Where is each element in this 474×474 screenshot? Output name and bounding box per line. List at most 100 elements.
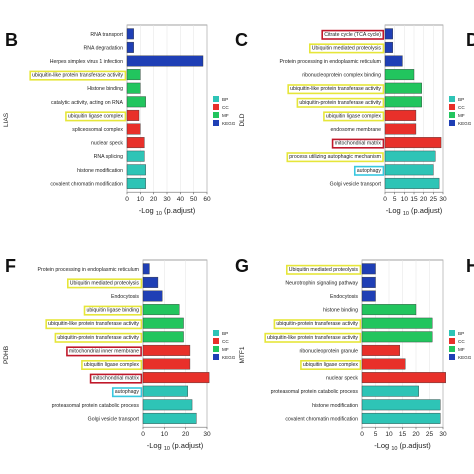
bar bbox=[142, 276, 159, 288]
x-tick-label: 25 bbox=[426, 431, 434, 438]
bar bbox=[126, 123, 141, 135]
legend-label: BP bbox=[458, 97, 464, 102]
category-label: ubiquitin-protein transferase activity bbox=[299, 100, 381, 106]
x-tick-label: 30 bbox=[439, 431, 447, 438]
bar bbox=[126, 164, 146, 176]
category-label: ubiquitin ligase binding bbox=[87, 308, 140, 314]
x-axis-label-sub: 10 bbox=[403, 211, 409, 217]
category-label: ubiquitin-like protein transferase activ… bbox=[267, 335, 358, 341]
bar bbox=[142, 290, 163, 302]
legend-swatch bbox=[449, 96, 455, 102]
highlight-box bbox=[273, 319, 362, 330]
y-axis-label: MTF1 bbox=[239, 346, 246, 363]
bar bbox=[142, 331, 184, 343]
category-label: RNA degradation bbox=[83, 45, 123, 51]
bar bbox=[361, 372, 446, 384]
panel-letter: B bbox=[5, 30, 18, 50]
category-label: Endocytosis bbox=[111, 294, 139, 300]
x-axis-label: -Log 10 (p.adjust) bbox=[374, 441, 431, 452]
highlight-box bbox=[331, 138, 385, 149]
x-tick-label: 0 bbox=[383, 196, 387, 203]
x-axis-label-sub: 10 bbox=[156, 211, 162, 217]
x-axis-label-main: -Log bbox=[374, 441, 391, 450]
category-label: spliceosomal complex bbox=[72, 127, 123, 133]
category-label: ubiquitin ligase complex bbox=[84, 362, 139, 368]
legend-swatch bbox=[449, 120, 455, 126]
category-label: Ubiquitin mediated proteolysis bbox=[289, 267, 359, 273]
legend-label: CC bbox=[222, 339, 229, 344]
legend-label: MF bbox=[222, 347, 229, 352]
category-label: endosome membrane bbox=[331, 127, 382, 133]
bar bbox=[384, 123, 417, 135]
x-axis-label: -Log 10 (p.adjust) bbox=[139, 206, 196, 217]
y-axis-label: PDHB bbox=[3, 346, 10, 364]
x-axis-label-sub: 10 bbox=[391, 446, 397, 452]
x-tick-label: 40 bbox=[177, 196, 185, 203]
bar bbox=[361, 399, 441, 411]
x-tick-label: 30 bbox=[203, 431, 211, 438]
legend-label: KEGG bbox=[222, 355, 236, 360]
category-label: mitochondrial inner membrane bbox=[69, 348, 139, 354]
category-label: ribonucleoprotein complex binding bbox=[302, 73, 381, 79]
highlight-box bbox=[321, 29, 385, 40]
legend-swatch bbox=[213, 354, 219, 360]
x-tick-label: 0 bbox=[141, 431, 145, 438]
x-axis-label: -Log 10 (p.adjust) bbox=[147, 441, 204, 452]
highlight-box bbox=[296, 97, 385, 108]
category-label: catalytic activity, acting on RNA bbox=[51, 100, 124, 106]
x-tick-label: 20 bbox=[182, 431, 190, 438]
bar bbox=[361, 263, 376, 275]
highlight-box bbox=[285, 264, 362, 275]
x-tick-label: 15 bbox=[410, 196, 418, 203]
category-label: Golgi vesicle transport bbox=[88, 416, 140, 422]
highlight-box bbox=[45, 319, 143, 330]
legend-swatch bbox=[213, 112, 219, 118]
category-label: RNA transport bbox=[90, 32, 123, 38]
legend-swatch bbox=[449, 104, 455, 110]
x-tick-label: 25 bbox=[430, 196, 438, 203]
bar bbox=[126, 177, 146, 189]
y-axis-label: DLD bbox=[239, 113, 246, 126]
x-tick-label: 5 bbox=[374, 431, 378, 438]
legend-label: MF bbox=[222, 113, 229, 118]
highlight-box bbox=[89, 373, 143, 384]
legend-swatch bbox=[213, 104, 219, 110]
category-label: ubiquitin-like protein transferase activ… bbox=[32, 73, 123, 79]
panel-g: G MTF1 0 5 10 15 20 25 30 Ubiquitin mediated prot… bbox=[235, 256, 472, 452]
legend-swatch bbox=[449, 338, 455, 344]
legend-label: MF bbox=[458, 347, 465, 352]
legend-label: CC bbox=[458, 339, 465, 344]
x-tick-label: 20 bbox=[420, 196, 428, 203]
panel-letter: D bbox=[466, 30, 474, 50]
category-label: covalent chromatin modification bbox=[50, 181, 123, 187]
legend-swatch bbox=[213, 338, 219, 344]
highlight-box bbox=[66, 278, 143, 289]
panel-letter: F bbox=[5, 256, 16, 276]
highlight-box bbox=[323, 111, 385, 122]
category-label: nuclear speck bbox=[91, 141, 123, 147]
legend-swatch bbox=[213, 96, 219, 102]
category-label: mitochondrial matrix bbox=[335, 141, 382, 147]
highlight-box bbox=[287, 84, 385, 95]
category-label: ubiquitin-protein transferase activity bbox=[57, 335, 139, 341]
bar bbox=[142, 385, 188, 397]
bar bbox=[384, 150, 436, 162]
category-label: Citrate cycle (TCA cycle) bbox=[324, 32, 381, 38]
category-label: ubiquitin-like protein transferase activ… bbox=[290, 86, 381, 92]
highlight-box bbox=[353, 165, 385, 176]
legend-swatch bbox=[449, 112, 455, 118]
legend-label: MF bbox=[458, 113, 465, 118]
x-axis-label-tail: (p.adjust) bbox=[397, 441, 431, 450]
category-label: RNA splicing bbox=[94, 154, 124, 160]
category-label: Protein processing in endoplasmic reticu… bbox=[280, 59, 382, 65]
highlight-box bbox=[300, 359, 362, 370]
x-axis-label-tail: (p.adjust) bbox=[409, 206, 443, 215]
category-label: autophagy bbox=[357, 168, 382, 174]
x-tick-label: 30 bbox=[163, 196, 171, 203]
category-label: nuclear speck bbox=[326, 376, 358, 382]
legend-label: KEGG bbox=[458, 121, 472, 126]
bar bbox=[361, 290, 376, 302]
panel-b: B LIAS 0 10 20 30 40 50 60 RNA transport RNA degra… bbox=[3, 24, 236, 217]
